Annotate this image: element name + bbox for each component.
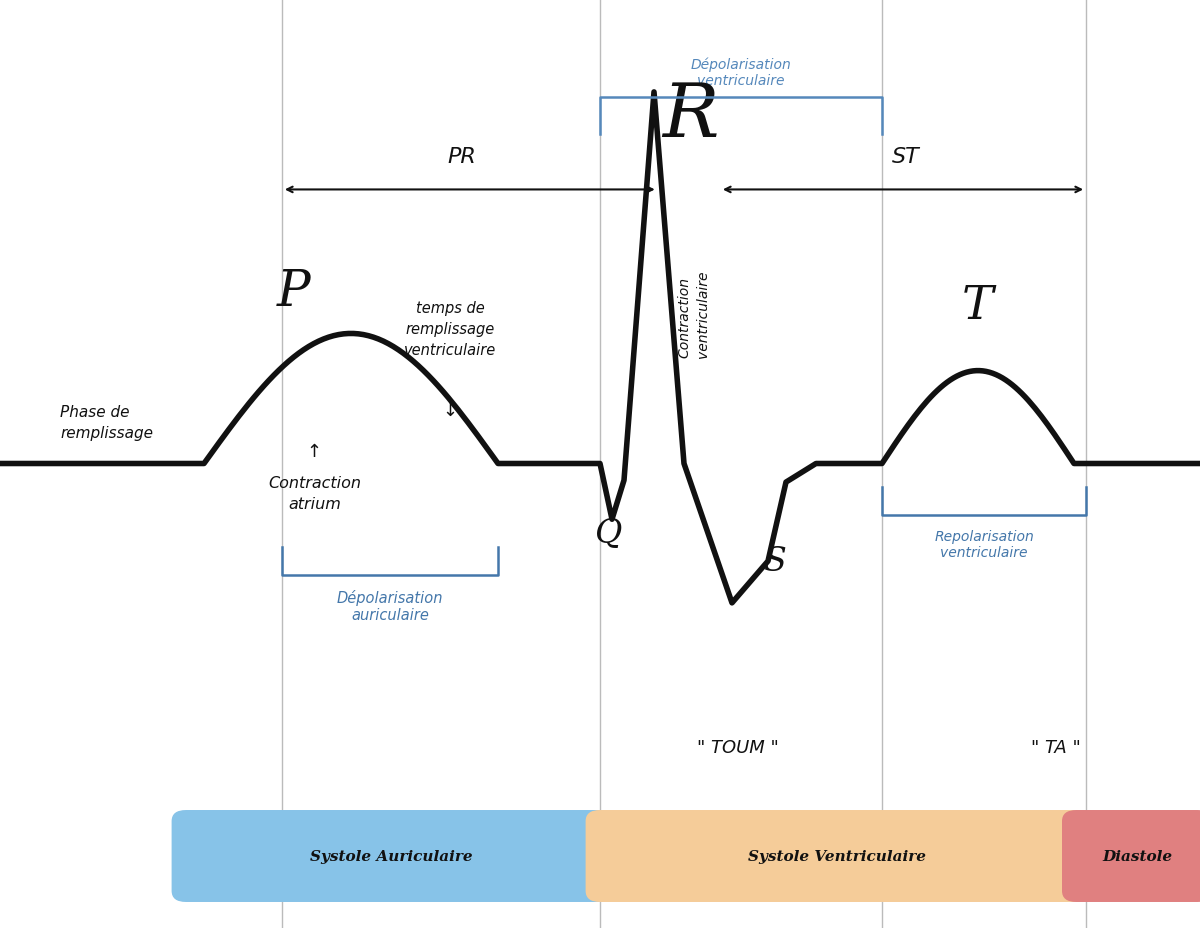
Text: Contraction
atrium: Contraction atrium xyxy=(268,476,361,511)
FancyBboxPatch shape xyxy=(172,810,612,902)
Text: T: T xyxy=(962,284,994,329)
Text: Systole Ventriculaire: Systole Ventriculaire xyxy=(748,849,926,863)
Text: ↑: ↑ xyxy=(307,443,322,461)
Text: Phase de
remplissage: Phase de remplissage xyxy=(60,405,154,440)
Text: R: R xyxy=(661,80,719,152)
Text: ↓: ↓ xyxy=(443,401,457,419)
Text: Dépolarisation
ventriculaire: Dépolarisation ventriculaire xyxy=(691,58,791,88)
FancyBboxPatch shape xyxy=(1062,810,1200,902)
Text: Q: Q xyxy=(595,518,622,549)
Text: Diastole: Diastole xyxy=(1102,849,1172,863)
Text: S: S xyxy=(762,546,786,577)
Text: Repolarisation
ventriculaire: Repolarisation ventriculaire xyxy=(934,529,1034,560)
Text: P: P xyxy=(277,267,311,317)
Text: " TA ": " TA " xyxy=(1031,738,1081,756)
FancyBboxPatch shape xyxy=(586,810,1088,902)
Text: Contraction
ventriculaire: Contraction ventriculaire xyxy=(677,270,710,357)
Text: PR: PR xyxy=(448,147,476,167)
Text: Systole Auriculaire: Systole Auriculaire xyxy=(311,849,473,863)
Text: " TOUM ": " TOUM " xyxy=(697,738,779,756)
Text: temps de
remplissage
ventriculaire: temps de remplissage ventriculaire xyxy=(404,301,496,358)
Text: Dépolarisation
auriculaire: Dépolarisation auriculaire xyxy=(337,589,443,623)
Text: ST: ST xyxy=(892,147,920,167)
